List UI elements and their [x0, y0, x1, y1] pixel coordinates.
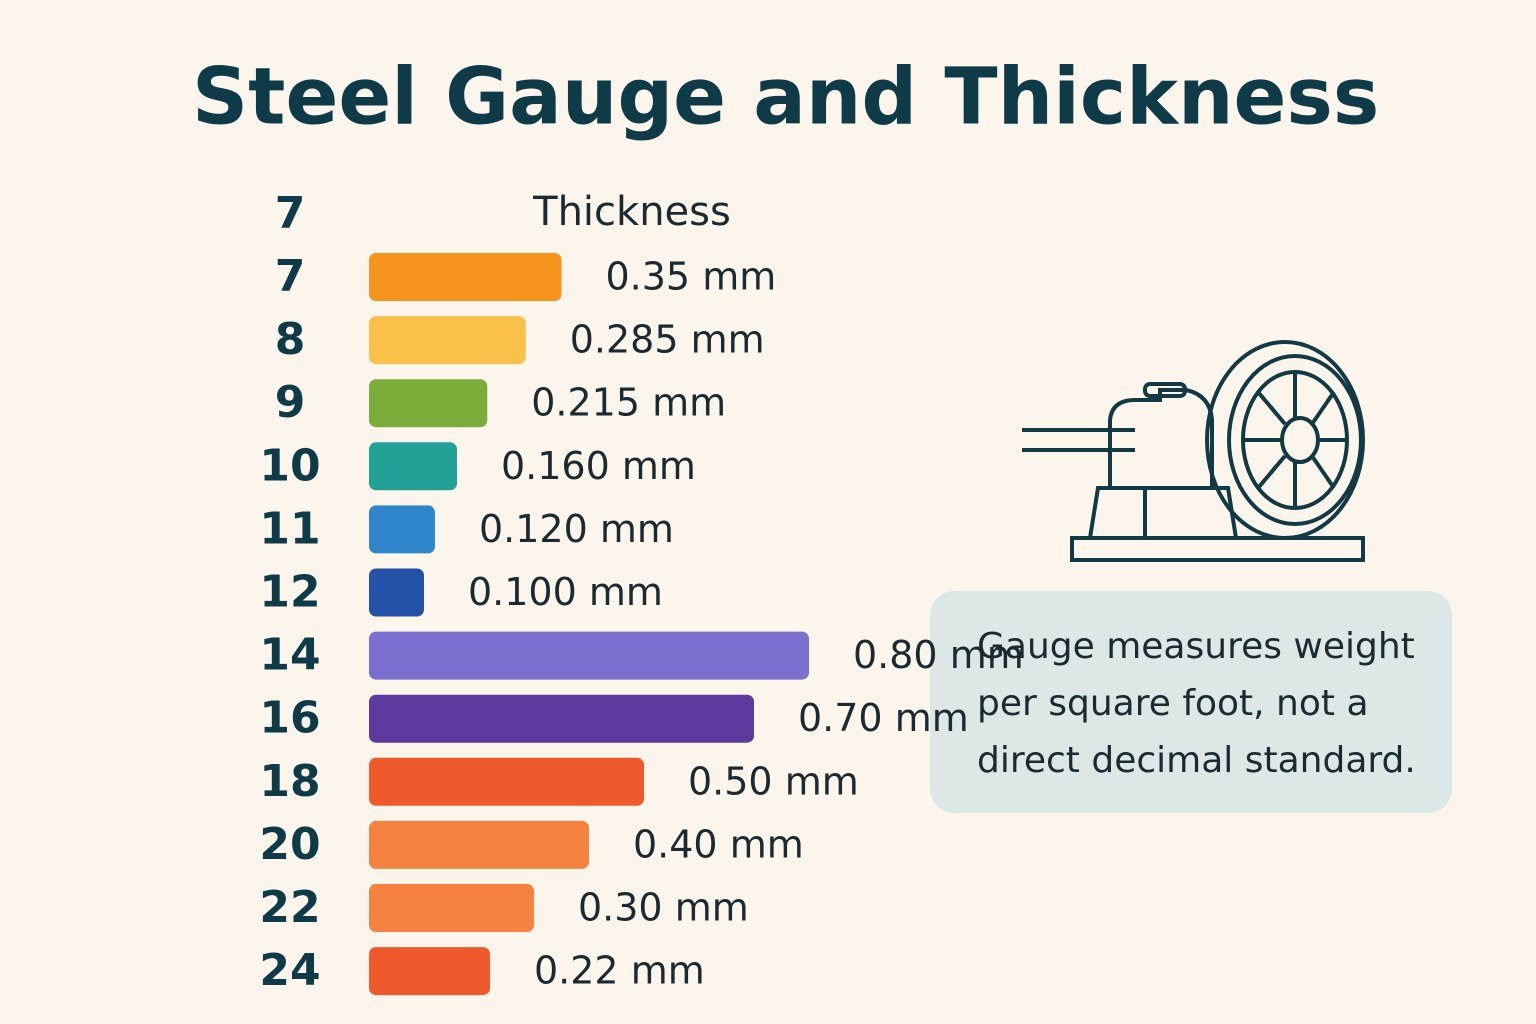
value-label: 0.285 mm	[570, 318, 765, 362]
note-box	[930, 591, 1452, 813]
header-gauge: 7	[275, 188, 306, 239]
bar	[369, 379, 488, 428]
gauge-label: 14	[259, 630, 320, 681]
bar	[369, 757, 644, 806]
bar	[369, 884, 534, 932]
note-text: direct decimal standard.	[977, 740, 1416, 781]
value-label: 0.70 mm	[798, 696, 969, 740]
value-label: 0.80 mm	[853, 633, 1024, 677]
value-label: 0.100 mm	[468, 570, 663, 614]
gauge-label: 10	[259, 440, 320, 491]
bar	[369, 316, 526, 365]
gauge-label: 22	[259, 882, 320, 933]
bar	[369, 505, 435, 554]
value-label: 0.215 mm	[531, 381, 726, 425]
bar	[369, 568, 424, 617]
value-label: 0.22 mm	[534, 949, 705, 993]
gauge-label: 24	[259, 945, 320, 996]
value-label: 0.35 mm	[606, 255, 777, 299]
value-label: 0.40 mm	[633, 822, 804, 866]
note-text: per square foot, not a	[977, 683, 1369, 724]
gauge-label: 11	[259, 503, 320, 554]
value-label: 0.120 mm	[479, 507, 674, 551]
value-header: Thickness	[532, 189, 731, 235]
gauge-label: 9	[275, 377, 306, 428]
bar	[369, 631, 809, 680]
bar	[369, 947, 490, 996]
gauge-label: 16	[259, 693, 320, 744]
value-label: 0.30 mm	[578, 886, 749, 930]
value-label: 0.160 mm	[501, 444, 696, 488]
bar	[369, 694, 754, 743]
gauge-label: 20	[259, 819, 320, 870]
bar	[369, 820, 589, 869]
bar	[369, 253, 562, 301]
bar	[369, 442, 457, 491]
note-text: Gauge measures weight	[977, 626, 1415, 667]
machine-illustration	[1022, 340, 1365, 562]
gauge-label: 7	[275, 251, 306, 302]
gauge-label: 12	[259, 567, 320, 618]
gauge-label: 8	[275, 314, 306, 365]
value-label: 0.50 mm	[688, 759, 859, 803]
gauge-label: 18	[259, 756, 320, 807]
chart-title: Steel Gauge and Thickness	[192, 52, 1379, 142]
